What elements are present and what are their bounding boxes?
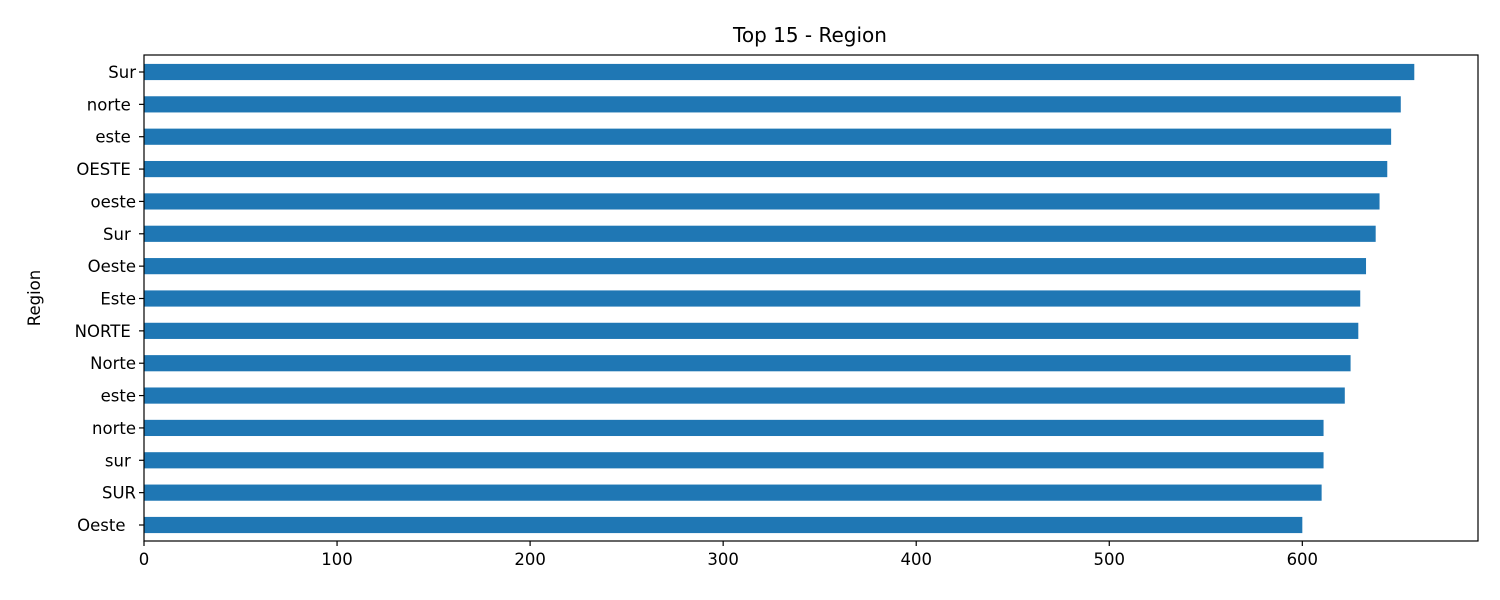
bar xyxy=(144,128,1392,145)
x-tick-label: 300 xyxy=(707,550,739,569)
y-tick-label: este xyxy=(95,128,136,147)
bars-group xyxy=(144,63,1415,534)
y-tick-label: OESTE xyxy=(76,160,136,179)
bar xyxy=(144,63,1415,81)
x-axis-ticks: 0 100 200 300 400 500 600 xyxy=(139,541,1318,569)
bar xyxy=(144,516,1303,534)
x-tick-label: 0 xyxy=(139,550,150,569)
x-tick-label: 600 xyxy=(1287,550,1319,569)
y-tick-label: Norte xyxy=(90,354,136,373)
x-tick-label: 100 xyxy=(321,550,353,569)
x-tick-label: 500 xyxy=(1094,550,1126,569)
y-tick-label: SUR xyxy=(102,484,136,503)
x-tick-label: 400 xyxy=(900,550,932,569)
y-tick-label: NORTE xyxy=(75,322,136,341)
bar xyxy=(144,355,1351,372)
bar xyxy=(144,96,1401,113)
y-tick-label: Oeste xyxy=(77,516,136,535)
y-tick-label: este xyxy=(101,387,136,406)
y-tick-label: Sur xyxy=(103,225,136,244)
bar xyxy=(144,322,1359,339)
bar xyxy=(144,225,1376,242)
bar xyxy=(144,258,1367,275)
chart-title: Top 15 - Region xyxy=(732,23,887,47)
y-tick-label: Sur xyxy=(108,63,136,82)
y-tick-label: oeste xyxy=(91,192,136,211)
y-axis-label: Region xyxy=(25,270,44,327)
y-tick-label: norte xyxy=(92,419,136,438)
bar xyxy=(144,484,1322,501)
x-tick-label: 200 xyxy=(514,550,546,569)
y-tick-label: norte xyxy=(87,95,136,114)
bar xyxy=(144,193,1380,210)
bar xyxy=(144,419,1324,437)
bar xyxy=(144,452,1324,469)
y-tick-label: sur xyxy=(105,451,136,470)
y-axis-ticks: Sur norte este OESTE oeste Sur Oeste Este NO… xyxy=(75,63,144,535)
bar xyxy=(144,160,1388,178)
y-tick-label: Oeste xyxy=(88,257,136,276)
y-tick-label: Este xyxy=(100,290,136,309)
bar xyxy=(144,290,1361,307)
bar xyxy=(144,387,1345,404)
plot-frame xyxy=(143,54,1479,542)
